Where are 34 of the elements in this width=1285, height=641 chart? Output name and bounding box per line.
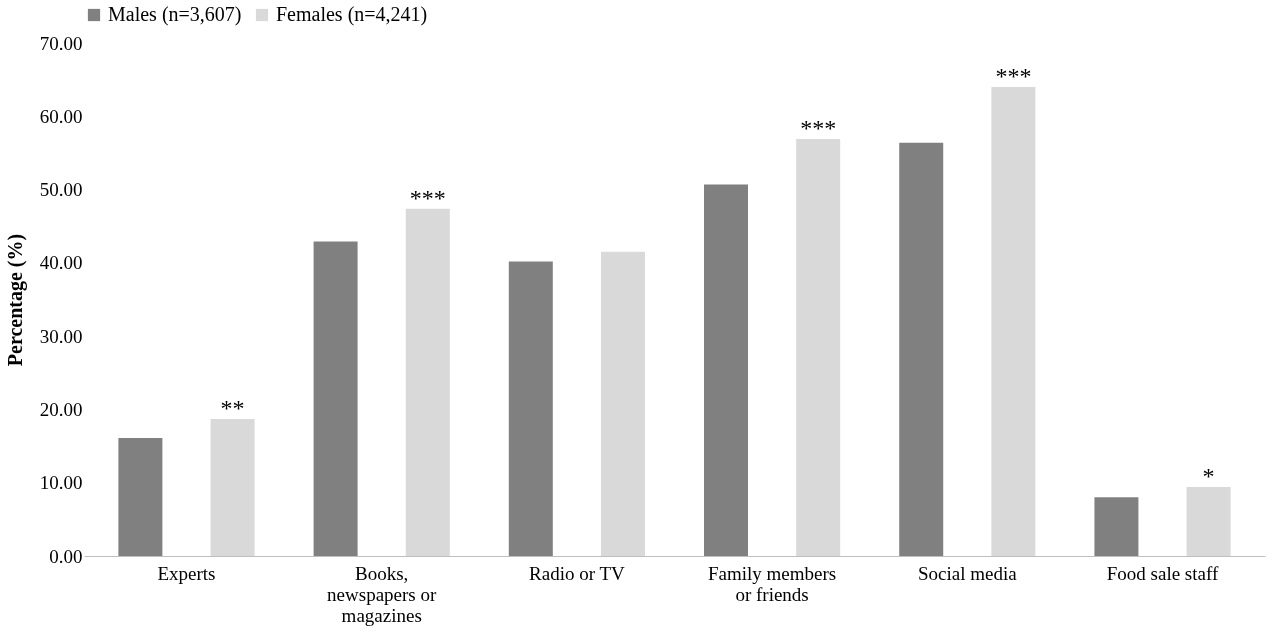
bar: [210, 418, 255, 556]
x-tick-label: Experts: [157, 562, 216, 584]
bar: [405, 208, 450, 556]
bar: [704, 184, 749, 556]
bar: [1186, 487, 1231, 556]
bar: [313, 241, 358, 556]
y-tick-label: 50.00: [39, 179, 83, 201]
bar: [508, 261, 553, 556]
y-tick-label: 30.00: [39, 325, 83, 347]
data-label: **: [220, 394, 245, 421]
bar: [796, 139, 841, 556]
bar: [600, 251, 645, 556]
y-tick-label: 10.00: [39, 472, 83, 494]
y-axis-title: Percentage (%): [3, 233, 27, 367]
legend-label: Females (n=4,241): [276, 3, 428, 26]
data-label: ***: [995, 62, 1032, 89]
y-tick-label: 60.00: [39, 105, 83, 127]
data-label: *: [1202, 463, 1215, 490]
data-label: ***: [800, 115, 837, 141]
y-tick-label: 40.00: [39, 252, 83, 274]
y-tick-label: 20.00: [39, 398, 83, 420]
y-tick-label: 0.00: [49, 545, 83, 567]
x-tick-label: Books, newspapers or magazines: [327, 562, 437, 626]
bar: [118, 438, 163, 556]
y-tick-label: 70.00: [39, 32, 83, 54]
x-tick-label: Family members or friends: [707, 562, 837, 605]
data-label: ***: [409, 184, 446, 211]
bar: [899, 142, 944, 556]
bar: [991, 86, 1036, 556]
x-tick-label: Social media: [917, 562, 1018, 584]
legend-label: Males (n=3,607): [108, 3, 242, 26]
x-tick-label: Food sale staff: [1106, 562, 1219, 584]
x-tick-label: Radio or TV: [529, 562, 626, 584]
bar: [1094, 497, 1139, 556]
